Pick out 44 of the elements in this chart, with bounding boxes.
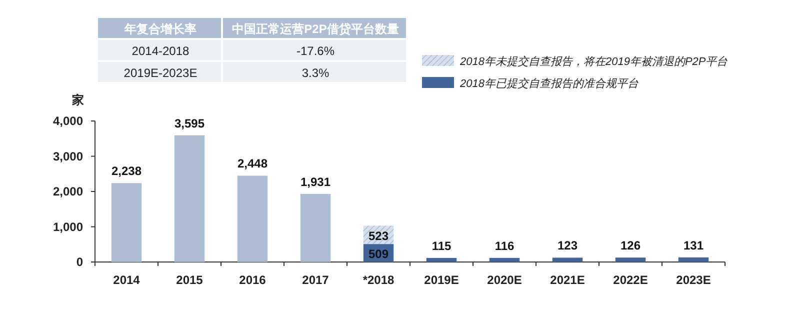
text: -17.6% [296, 44, 335, 58]
data-label: 3,595 [174, 116, 205, 130]
bar [237, 176, 268, 262]
data-label: 1,931 [300, 174, 331, 189]
x-tick-label: 2016 [239, 273, 266, 287]
data-label: 126 [620, 238, 641, 253]
bar [174, 135, 205, 262]
text: 2014-2018 [132, 44, 190, 58]
y-tick-label: 4,000 [52, 114, 84, 128]
text: 中国正常运营P2P借贷平台数量 [232, 22, 399, 36]
x-tick-label: 2015 [176, 273, 204, 287]
data-label: 116 [494, 238, 515, 253]
x-tick-label: 2017 [302, 273, 330, 287]
data-label: 2,448 [237, 156, 268, 171]
x-tick-label: 2021E [550, 273, 585, 287]
x-tick-label: 2019E [424, 273, 459, 287]
data-label: 131 [683, 238, 704, 252]
x-tick-label: 2014 [113, 273, 140, 287]
y-axis-title: 家 [71, 93, 84, 107]
data-label: 523 [368, 228, 389, 243]
legend-label: 2018年未提交自查报告，将在2019年被清退的P2P平台 [459, 55, 728, 68]
data-label: 123 [557, 238, 578, 253]
text: 年复合增长率 [124, 22, 196, 36]
bar [111, 183, 142, 262]
data-label: 509 [368, 247, 389, 262]
x-tick-label: 2022E [613, 273, 648, 287]
bar [426, 258, 457, 262]
x-tick-label: *2018 [362, 273, 395, 287]
bar [615, 258, 646, 262]
y-tick-label: 2,000 [52, 184, 84, 198]
x-tick-label: 2023E [676, 273, 711, 287]
bar [552, 258, 583, 262]
y-tick-label: 1,000 [52, 220, 84, 234]
legend-label: 2018年已提交自查报告的准合规平台 [459, 77, 638, 90]
y-tick-label: 3,000 [52, 149, 84, 164]
text: 3.3% [302, 66, 330, 80]
data-label: 115 [432, 238, 452, 253]
x-tick-label: 2020E [487, 273, 522, 287]
bar [678, 257, 709, 262]
text: 2019E-2023E [124, 66, 198, 80]
data-label: 2,238 [111, 164, 142, 178]
bar [489, 258, 520, 262]
bar [300, 194, 331, 262]
y-tick-label: 0 [76, 255, 84, 269]
